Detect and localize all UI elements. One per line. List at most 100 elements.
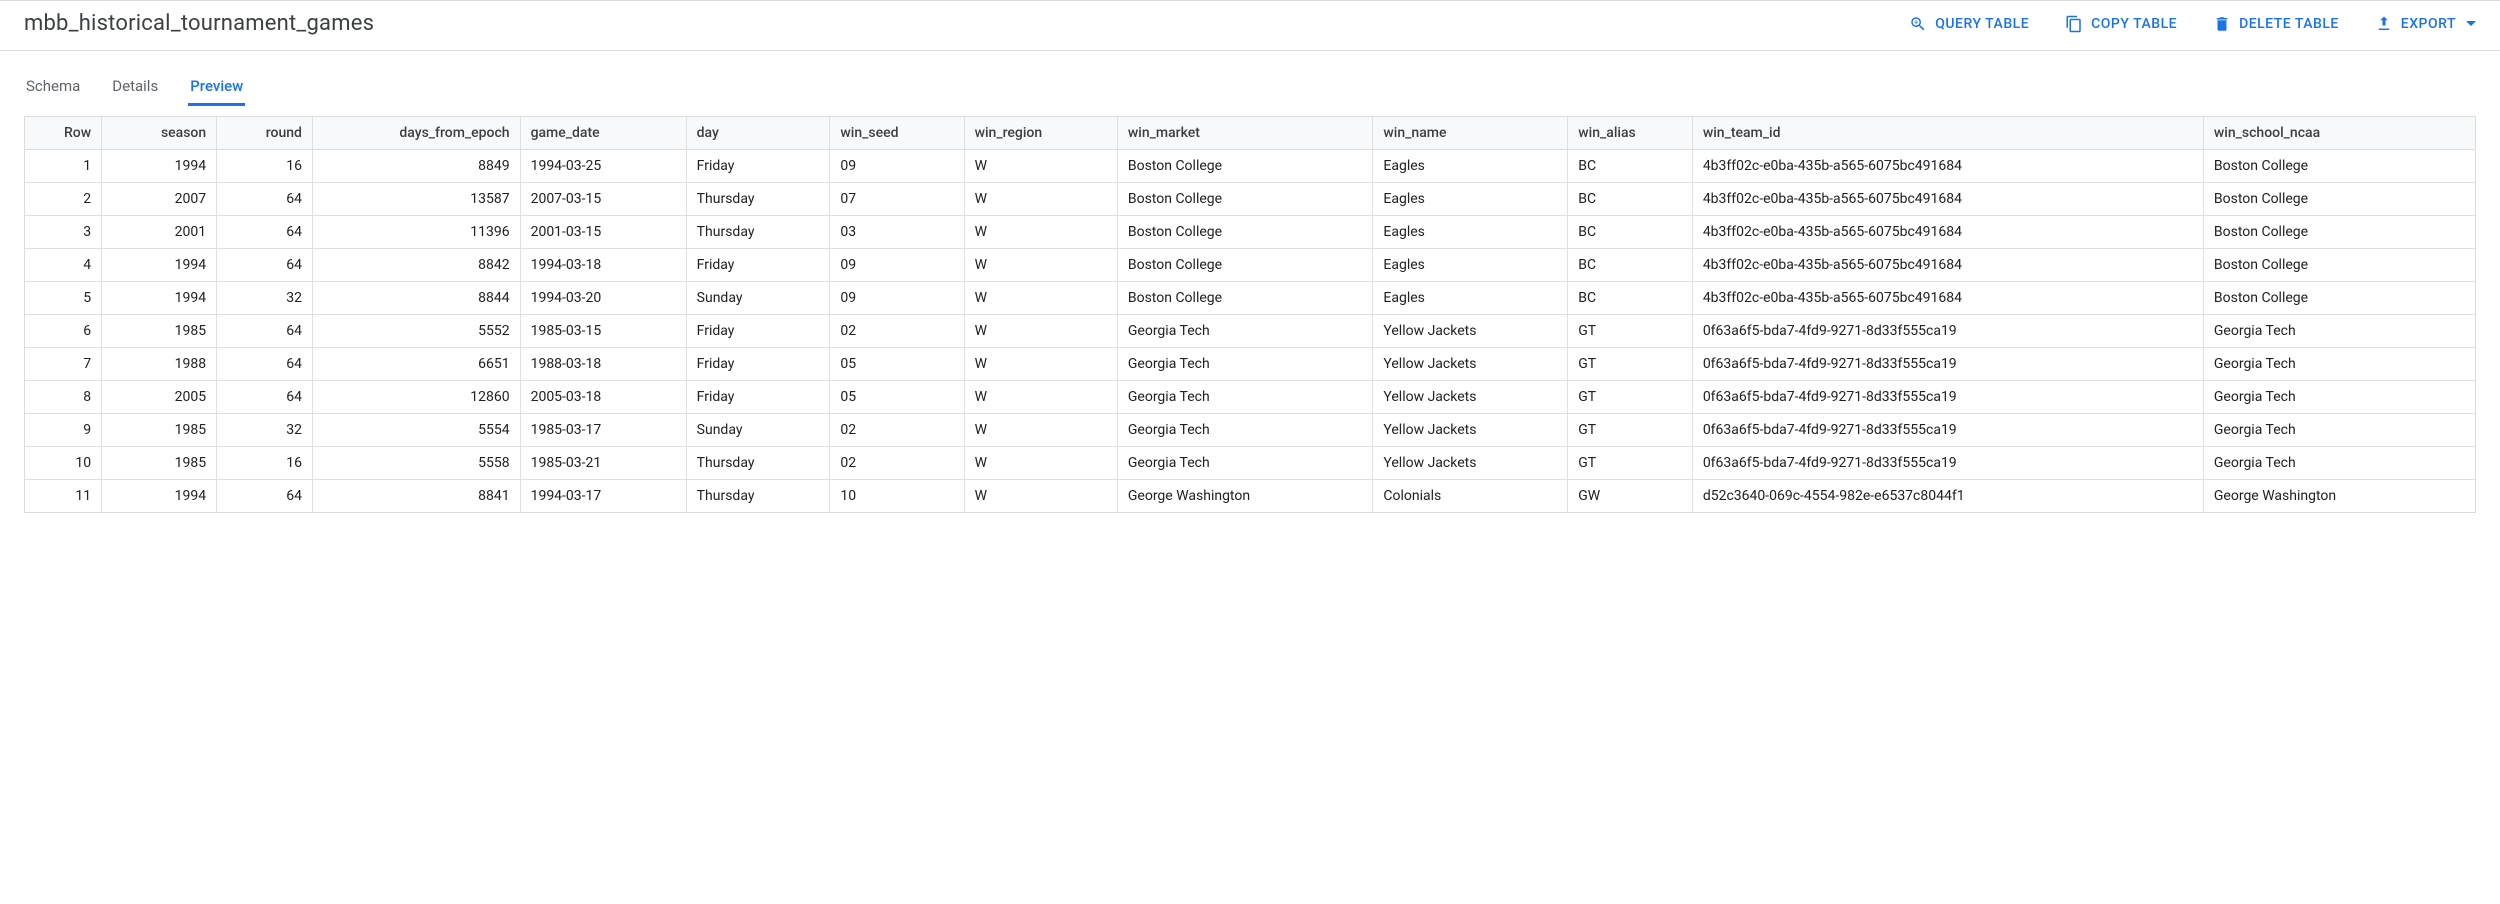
table-cell: Eagles: [1373, 282, 1568, 315]
table-cell: 1985-03-17: [520, 414, 686, 447]
table-cell: GT: [1568, 315, 1693, 348]
table-cell: 4b3ff02c-e0ba-435b-a565-6075bc491684: [1692, 282, 2203, 315]
table-cell: BC: [1568, 282, 1693, 315]
table-cell: Friday: [686, 249, 830, 282]
table-cell: 1: [25, 150, 102, 183]
column-header: season: [102, 117, 217, 150]
copy-table-button[interactable]: COPY TABLE: [2065, 15, 2177, 33]
table-cell: 1994: [102, 150, 217, 183]
query-table-button[interactable]: QUERY TABLE: [1909, 15, 2029, 33]
table-cell: W: [964, 282, 1117, 315]
export-button[interactable]: EXPORT: [2375, 15, 2476, 33]
table-cell: Colonials: [1373, 480, 1568, 513]
table-cell: 02: [830, 315, 964, 348]
table-cell: Friday: [686, 150, 830, 183]
table-cell: d52c3640-069c-4554-982e-e6537c8044f1: [1692, 480, 2203, 513]
table-cell: Friday: [686, 348, 830, 381]
table-cell: GT: [1568, 414, 1693, 447]
table-cell: Georgia Tech: [1117, 315, 1373, 348]
table-cell: Thursday: [686, 216, 830, 249]
table-cell: 2007: [102, 183, 217, 216]
table-cell: 4b3ff02c-e0ba-435b-a565-6075bc491684: [1692, 249, 2203, 282]
table-cell: 5: [25, 282, 102, 315]
table-cell: BC: [1568, 249, 1693, 282]
table-cell: 2001: [102, 216, 217, 249]
table-cell: Boston College: [2203, 150, 2475, 183]
table-cell: Eagles: [1373, 150, 1568, 183]
table-cell: W: [964, 447, 1117, 480]
table-cell: Boston College: [1117, 216, 1373, 249]
export-label: EXPORT: [2401, 16, 2456, 32]
table-cell: W: [964, 480, 1117, 513]
table-cell: Yellow Jackets: [1373, 414, 1568, 447]
table-cell: 02: [830, 414, 964, 447]
table-cell: W: [964, 348, 1117, 381]
delete-icon: [2213, 15, 2231, 33]
table-cell: 8849: [312, 150, 520, 183]
table-cell: W: [964, 249, 1117, 282]
column-header: win_market: [1117, 117, 1373, 150]
table-cell: 8844: [312, 282, 520, 315]
tab-details[interactable]: Details: [110, 69, 160, 105]
table-cell: 1994: [102, 282, 217, 315]
table-cell: 2007-03-15: [520, 183, 686, 216]
table-cell: 09: [830, 282, 964, 315]
tab-schema[interactable]: Schema: [24, 69, 82, 105]
table-header-row: Rowseasonrounddays_from_epochgame_dateda…: [25, 117, 2475, 150]
table-cell: Georgia Tech: [1117, 348, 1373, 381]
table-cell: 1988: [102, 348, 217, 381]
page-title: mbb_historical_tournament_games: [24, 11, 374, 36]
table-cell: Eagles: [1373, 216, 1568, 249]
column-header: win_team_id: [1692, 117, 2203, 150]
query-icon: [1909, 15, 1927, 33]
table-cell: 1985: [102, 315, 217, 348]
table-cell: 64: [217, 348, 313, 381]
column-header: win_seed: [830, 117, 964, 150]
column-header: game_date: [520, 117, 686, 150]
table-cell: Boston College: [1117, 249, 1373, 282]
table-cell: 1994: [102, 480, 217, 513]
table-cell: 64: [217, 480, 313, 513]
table-cell: 05: [830, 381, 964, 414]
column-header: round: [217, 117, 313, 150]
table-cell: Eagles: [1373, 249, 1568, 282]
table-cell: 8841: [312, 480, 520, 513]
table-cell: 02: [830, 447, 964, 480]
table-cell: Georgia Tech: [2203, 381, 2475, 414]
table-cell: 1994-03-17: [520, 480, 686, 513]
copy-table-label: COPY TABLE: [2091, 16, 2177, 32]
table-cell: 10: [25, 447, 102, 480]
table-cell: 5558: [312, 447, 520, 480]
table-cell: 64: [217, 381, 313, 414]
table-cell: 8: [25, 381, 102, 414]
table-cell: 1985: [102, 447, 217, 480]
table-row: 619856455521985-03-15Friday02WGeorgia Te…: [25, 315, 2475, 348]
table-cell: 0f63a6f5-bda7-4fd9-9271-8d33f555ca19: [1692, 348, 2203, 381]
table-cell: 32: [217, 414, 313, 447]
table-cell: 64: [217, 315, 313, 348]
table-row: 8200564128602005-03-18Friday05WGeorgia T…: [25, 381, 2475, 414]
header-actions: QUERY TABLE COPY TABLE DELETE TABLE EXPO…: [1909, 15, 2476, 33]
table-cell: Boston College: [1117, 183, 1373, 216]
table-cell: Boston College: [2203, 249, 2475, 282]
table-cell: 1985: [102, 414, 217, 447]
table-row: 419946488421994-03-18Friday09WBoston Col…: [25, 249, 2475, 282]
table-cell: W: [964, 381, 1117, 414]
table-cell: GT: [1568, 348, 1693, 381]
table-cell: 4b3ff02c-e0ba-435b-a565-6075bc491684: [1692, 216, 2203, 249]
table-cell: Georgia Tech: [1117, 414, 1373, 447]
table-cell: 1994: [102, 249, 217, 282]
delete-table-label: DELETE TABLE: [2239, 16, 2339, 32]
delete-table-button[interactable]: DELETE TABLE: [2213, 15, 2339, 33]
table-cell: 1994-03-18: [520, 249, 686, 282]
table-cell: Thursday: [686, 447, 830, 480]
table-cell: Thursday: [686, 183, 830, 216]
table-cell: 0f63a6f5-bda7-4fd9-9271-8d33f555ca19: [1692, 315, 2203, 348]
column-header: win_region: [964, 117, 1117, 150]
table-row: 119941688491994-03-25Friday09WBoston Col…: [25, 150, 2475, 183]
table-cell: BC: [1568, 216, 1693, 249]
table-cell: W: [964, 414, 1117, 447]
table-cell: 1985-03-21: [520, 447, 686, 480]
table-container: Rowseasonrounddays_from_epochgame_dateda…: [24, 116, 2476, 513]
tab-preview[interactable]: Preview: [188, 69, 245, 105]
